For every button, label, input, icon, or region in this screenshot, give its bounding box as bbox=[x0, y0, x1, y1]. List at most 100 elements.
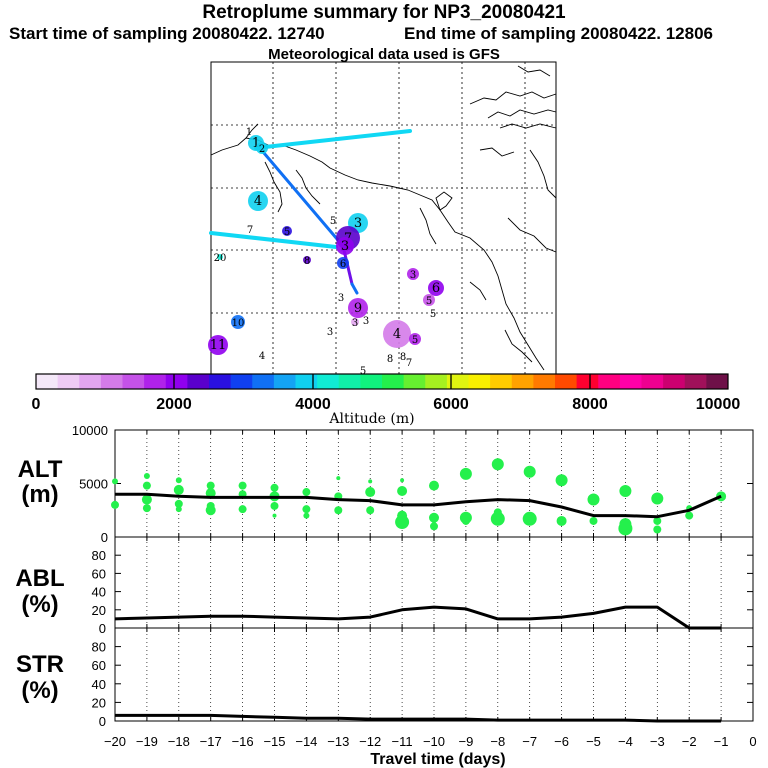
alt-panel-label: ALT bbox=[18, 456, 63, 483]
map-marker-label: 5 bbox=[284, 227, 290, 238]
colorbar-axis-label: Altitude (m) bbox=[328, 411, 414, 427]
colorbar-cell bbox=[295, 374, 318, 389]
alt-scatter-point bbox=[334, 506, 343, 515]
map-marker-label: 7 bbox=[247, 225, 253, 236]
x-axis-label: Travel time (days) bbox=[370, 751, 505, 768]
map-marker: 3 bbox=[351, 318, 359, 329]
map-marker-label: 5 bbox=[330, 216, 336, 227]
x-tick-label: 0 bbox=[749, 734, 756, 749]
colorbar-tick-2000: 2000 bbox=[156, 396, 192, 413]
colorbar-tick-0: 0 bbox=[32, 396, 41, 413]
alt-scatter-point bbox=[175, 506, 182, 513]
alt-panel-unit: (m) bbox=[21, 481, 58, 508]
map-marker-label: 7 bbox=[406, 358, 412, 369]
map-marker-label: 2 bbox=[259, 144, 265, 155]
colorbar-cell bbox=[533, 374, 556, 389]
x-tick-label: −5 bbox=[586, 734, 601, 749]
map-graticule bbox=[211, 62, 556, 374]
colorbar-cell bbox=[165, 374, 188, 389]
abl-panel-label: ABL bbox=[15, 565, 64, 592]
map-marker-label: 4 bbox=[259, 351, 265, 362]
alt-scatter-point bbox=[366, 506, 375, 515]
str-ytick-label: 40 bbox=[92, 677, 106, 692]
colorbar-cell bbox=[598, 374, 621, 389]
x-tick-label: −12 bbox=[359, 734, 381, 749]
x-tick-label: −6 bbox=[554, 734, 569, 749]
colorbar-cell bbox=[684, 374, 707, 389]
x-tick-label: −11 bbox=[392, 734, 413, 749]
colorbar-cell bbox=[100, 374, 124, 389]
map-marker-label: 5 bbox=[360, 366, 366, 377]
chart-title: Retroplume summary for NP3_20080421 bbox=[202, 2, 566, 23]
alt-scatter-point bbox=[653, 525, 662, 534]
map-marker: 8 bbox=[303, 256, 311, 267]
colorbar-cell bbox=[360, 374, 383, 389]
alt-scatter-point bbox=[365, 487, 376, 498]
colorbar-cell bbox=[187, 374, 210, 389]
colorbar-cell bbox=[446, 374, 470, 389]
x-tick-label: −17 bbox=[200, 734, 222, 749]
colorbar-cell bbox=[57, 374, 80, 389]
colorbar-tick-8000: 8000 bbox=[572, 396, 608, 413]
map-marker: 4 bbox=[383, 320, 411, 348]
map-marker: 20 bbox=[214, 253, 227, 264]
map-panel: 1234567891011203345653175334588735 bbox=[208, 61, 557, 377]
alt-scatter-point bbox=[272, 513, 277, 518]
alt-scatter-point bbox=[238, 505, 247, 514]
map-marker: 5 bbox=[423, 294, 435, 307]
map-marker: 10 bbox=[231, 315, 245, 329]
alt-scatter-point bbox=[429, 512, 439, 523]
alt-scatter-point bbox=[270, 483, 279, 492]
colorbar-cell bbox=[641, 374, 664, 389]
colorbar-cell bbox=[706, 374, 729, 389]
colorbar-tick-4000: 4000 bbox=[295, 396, 331, 413]
alt-scatter-point bbox=[461, 516, 470, 525]
x-tick-label: −7 bbox=[522, 734, 537, 749]
colorbar-cell bbox=[252, 374, 275, 389]
alt-scatter-point bbox=[555, 474, 568, 487]
map-marker-label: 3 bbox=[410, 270, 416, 281]
x-tick-label: −1 bbox=[714, 734, 729, 749]
alt-scatter-point bbox=[302, 505, 311, 514]
map-frame bbox=[210, 61, 557, 375]
colorbar-cell bbox=[230, 374, 253, 389]
map-marker-label: 3 bbox=[354, 216, 362, 231]
map-marker-label: 3 bbox=[363, 316, 369, 327]
alt-scatter-point bbox=[112, 478, 118, 485]
start-time-label: Start time of sampling 20080422. 12740 bbox=[9, 24, 325, 43]
alt-scatter-point bbox=[619, 484, 632, 497]
str-panel-label: STR bbox=[16, 651, 64, 678]
colorbar-cell bbox=[122, 374, 145, 389]
alt-ytick-label: 10000 bbox=[72, 423, 108, 438]
colorbar-cell bbox=[468, 374, 491, 389]
alt-scatter-point bbox=[459, 467, 472, 480]
end-time-label: End time of sampling 20080422. 12806 bbox=[404, 24, 713, 43]
x-tick-label: −20 bbox=[104, 734, 126, 749]
alt-scatter-point bbox=[653, 516, 662, 525]
map-marker-label: 5 bbox=[430, 309, 436, 320]
alt-scatter-point bbox=[174, 499, 183, 508]
map-marker-label: 5 bbox=[426, 296, 432, 307]
alt-scatter-point bbox=[270, 501, 279, 510]
alt-scatter-point bbox=[206, 481, 215, 490]
alt-scatter-point bbox=[141, 494, 152, 505]
map-marker-label: 4 bbox=[393, 327, 401, 342]
abl-ytick-label: 20 bbox=[92, 603, 106, 618]
str-series-line bbox=[115, 713, 722, 723]
alt-scatter-point bbox=[618, 521, 633, 536]
met-data-label: Meteorological data used is GFS bbox=[268, 46, 500, 63]
map-markers: 1234567891011203345653175334588735 bbox=[208, 127, 444, 377]
colorbar-cell bbox=[338, 374, 361, 389]
alt-scatter-point bbox=[491, 458, 504, 471]
altitude-colorbar: 0 2000 4000 6000 8000 10000 Altitude (m) bbox=[32, 373, 740, 427]
colorbar-cell bbox=[36, 374, 59, 389]
colorbar-cell bbox=[144, 374, 167, 389]
abl-ytick-label: 80 bbox=[92, 548, 106, 563]
map-marker-label: 1 bbox=[252, 136, 260, 151]
colorbar-cell bbox=[663, 374, 686, 389]
colorbar-cell bbox=[490, 374, 513, 389]
str-ytick-label: 60 bbox=[92, 658, 106, 673]
colorbar-tick-6000: 6000 bbox=[433, 396, 469, 413]
abl-ytick-label: 40 bbox=[92, 585, 106, 600]
